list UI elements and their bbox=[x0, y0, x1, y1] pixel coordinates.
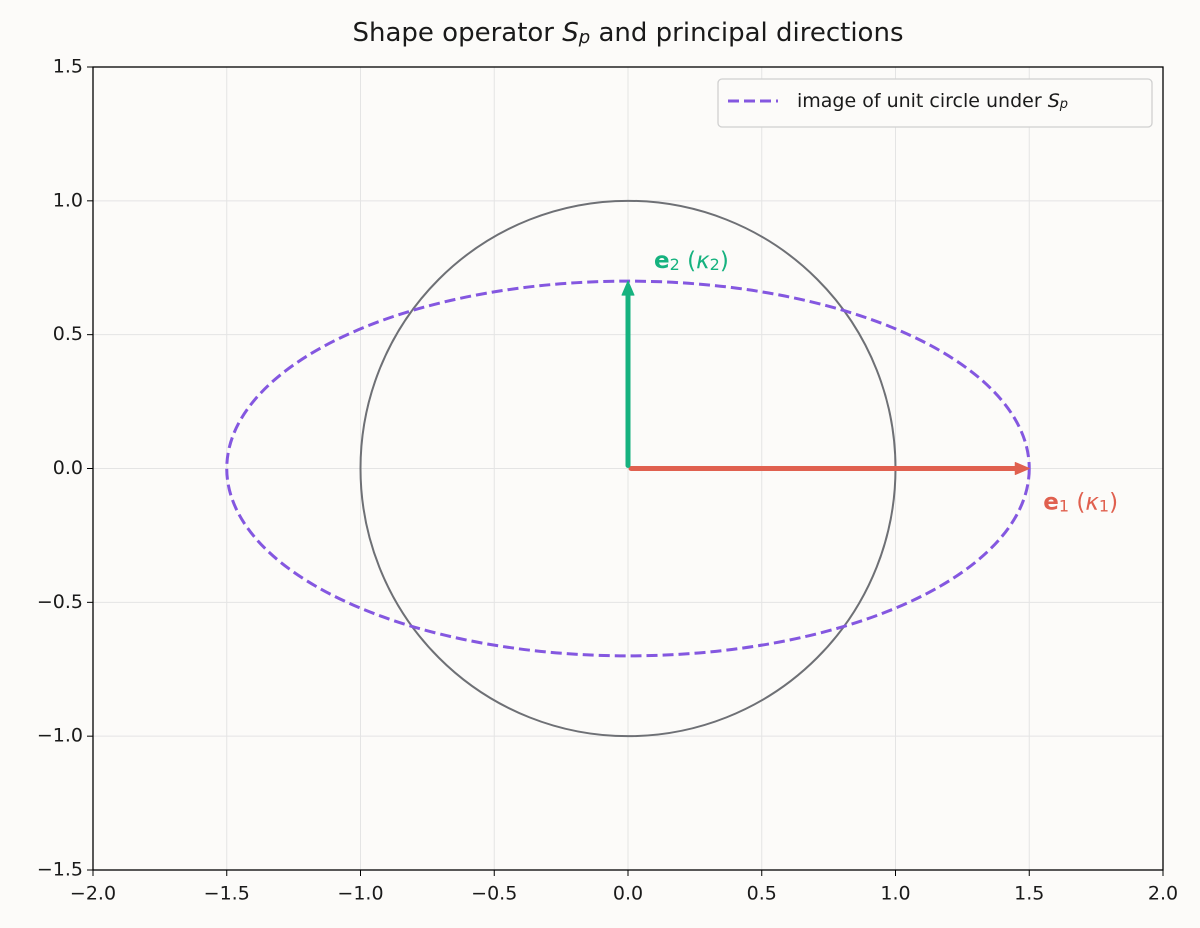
y-tick-label: 1.0 bbox=[53, 189, 83, 211]
x-tick-label: −1.5 bbox=[204, 883, 250, 905]
y-tick-label: −1.5 bbox=[37, 859, 83, 881]
text-piece: ( bbox=[1069, 489, 1085, 515]
text-piece: e bbox=[654, 248, 670, 274]
x-tick-label: −1.0 bbox=[337, 883, 383, 905]
x-tick-label: 1.5 bbox=[1014, 883, 1044, 905]
vector-label: e2 (κ2) bbox=[654, 248, 729, 274]
vector-arrow bbox=[621, 280, 635, 468]
y-tick-label: 0.0 bbox=[53, 457, 83, 479]
text-piece: 2 bbox=[710, 255, 720, 274]
text-piece: 1 bbox=[1059, 496, 1069, 515]
vector-arrow bbox=[628, 462, 1030, 475]
text-piece: ) bbox=[1109, 489, 1118, 515]
text-piece: e bbox=[1043, 489, 1059, 515]
arrow-head bbox=[621, 280, 635, 296]
x-tick-label: −2.0 bbox=[70, 883, 116, 905]
text-piece: 1 bbox=[1099, 496, 1109, 515]
x-tick-label: 0.5 bbox=[747, 883, 777, 905]
text-piece: κ bbox=[1085, 489, 1099, 515]
legend-box bbox=[717, 78, 1153, 128]
text-piece: S bbox=[562, 18, 579, 48]
x-tick-label: 1.0 bbox=[880, 883, 910, 905]
y-tick-label: 1.5 bbox=[53, 56, 83, 78]
x-tick-label: −0.5 bbox=[471, 883, 517, 905]
x-tick-label: 2.0 bbox=[1148, 883, 1178, 905]
legend-label: image of unit circle under Sp bbox=[797, 90, 1068, 112]
y-tick-label: −0.5 bbox=[37, 591, 83, 613]
arrow-head bbox=[1014, 462, 1030, 475]
text-piece: S bbox=[1048, 90, 1060, 112]
text-piece: ( bbox=[680, 248, 696, 274]
x-tick-label: 0.0 bbox=[613, 883, 643, 905]
vector-label: e1 (κ1) bbox=[1043, 489, 1118, 515]
text-piece: 2 bbox=[670, 255, 680, 274]
text-piece: p bbox=[1059, 97, 1068, 112]
y-tick-label: −1.0 bbox=[37, 725, 83, 747]
plot-frame bbox=[92, 66, 1164, 871]
text-piece: ) bbox=[720, 248, 729, 274]
text-piece: p bbox=[578, 27, 590, 48]
text-piece: κ bbox=[696, 248, 710, 274]
text-piece: Shape operator bbox=[353, 18, 563, 48]
y-tick-label: 0.5 bbox=[53, 323, 83, 345]
chart-title: Shape operator Sp and principal directio… bbox=[353, 18, 904, 48]
text-piece: and principal directions bbox=[590, 18, 903, 48]
text-piece: image of unit circle under bbox=[797, 90, 1048, 112]
